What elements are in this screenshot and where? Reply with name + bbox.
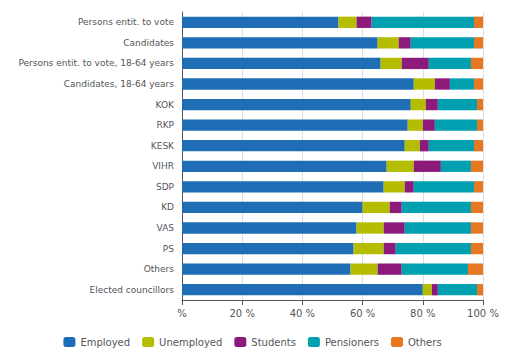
svg-text:Candidates, 18-64 years: Candidates, 18-64 years xyxy=(64,79,175,89)
svg-text:SDP: SDP xyxy=(156,182,175,192)
svg-text:Others: Others xyxy=(408,337,442,348)
svg-text:RKP: RKP xyxy=(156,120,174,130)
svg-text:Others: Others xyxy=(144,264,175,274)
svg-text:KD: KD xyxy=(161,202,174,212)
svg-text:Employed: Employed xyxy=(80,337,130,348)
svg-text:60 %: 60 % xyxy=(350,308,375,319)
svg-text:Unemployed: Unemployed xyxy=(159,337,222,348)
svg-text:Persons entit. to vote, 18-64: Persons entit. to vote, 18-64 years xyxy=(18,58,174,68)
svg-text:Elected councillors: Elected councillors xyxy=(89,285,174,295)
svg-text:40 %: 40 % xyxy=(290,308,315,319)
svg-text:VIHR: VIHR xyxy=(152,161,174,171)
svg-text:Pensioners: Pensioners xyxy=(325,337,379,348)
svg-text:Candidates: Candidates xyxy=(123,38,174,48)
svg-text:80 %: 80 % xyxy=(410,308,435,319)
svg-text:PS: PS xyxy=(163,244,174,254)
svg-text:KESK: KESK xyxy=(151,141,175,151)
svg-text:VAS: VAS xyxy=(157,223,175,233)
svg-text:KOK: KOK xyxy=(156,100,175,110)
svg-text:20 %: 20 % xyxy=(229,308,254,319)
svg-text:Students: Students xyxy=(251,337,296,348)
svg-text:%: % xyxy=(177,308,187,319)
svg-text:Persons entit. to vote: Persons entit. to vote xyxy=(78,17,175,27)
svg-text:100 %: 100 % xyxy=(467,308,499,319)
